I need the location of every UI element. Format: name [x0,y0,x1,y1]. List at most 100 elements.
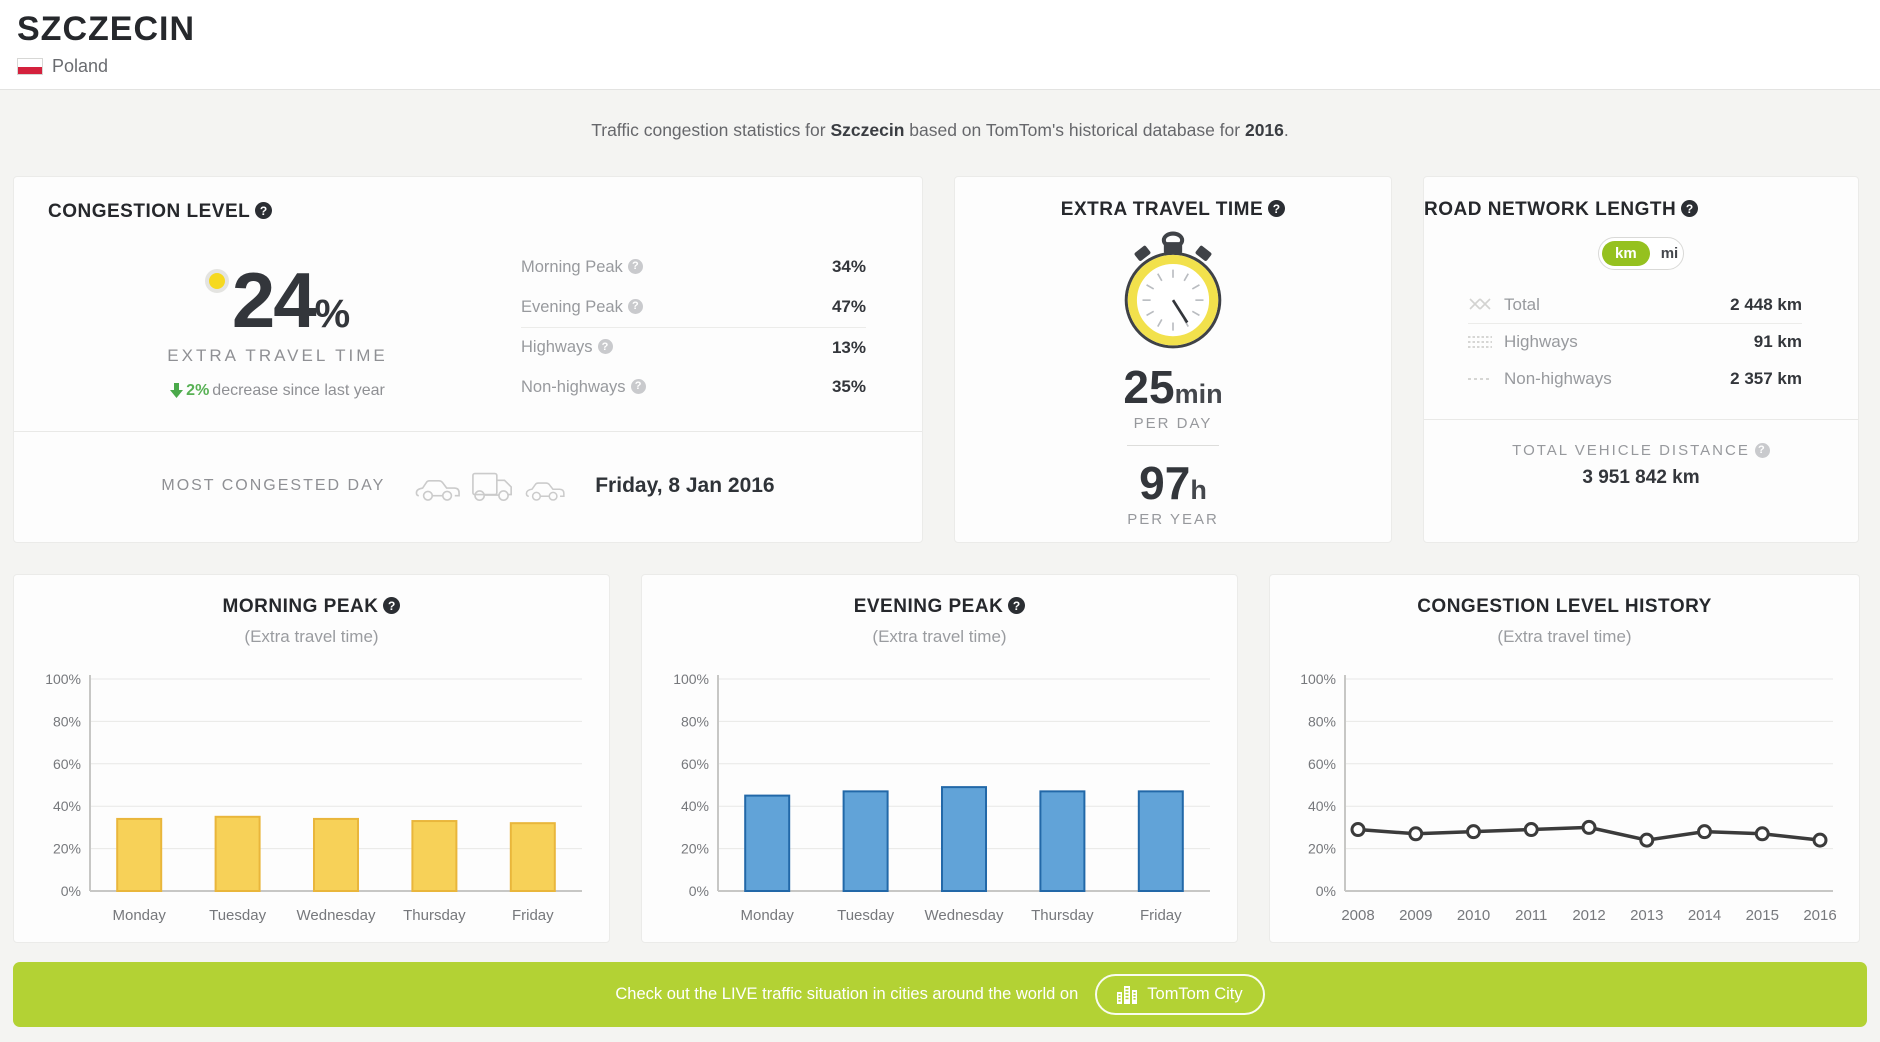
car-icon [415,480,461,501]
subtitle-suffix: . [1283,120,1289,140]
svg-text:2016: 2016 [1803,907,1836,924]
help-icon[interactable]: ? [597,339,613,355]
extra-travel-time-card: EXTRA TRAVEL TIME? [954,176,1392,543]
stat-row-morning-peak: Morning Peak? 34% [521,257,866,276]
help-icon[interactable]: ? [627,298,643,314]
road-network-card: ROAD NETWORK LENGTH? km mi Total 2 448 k… [1423,176,1859,543]
svg-text:80%: 80% [680,713,708,729]
history-chart-card: CONGESTION LEVEL HISTORY (Extra travel t… [1269,574,1860,943]
svg-text:20%: 20% [1307,841,1335,857]
congestion-main-value: 24% [204,255,350,346]
svg-text:2012: 2012 [1572,907,1605,924]
extra-travel-time-label: EXTRA TRAVEL TIME [167,345,388,365]
svg-text:Thursday: Thursday [1031,907,1094,924]
per-year-label: PER YEAR [1127,511,1219,528]
stat-row-highways: Highways? 13% [521,327,866,367]
vehicle-icons [415,470,565,502]
chart-subtitle: (Extra travel time) [244,627,379,646]
svg-text:2015: 2015 [1745,907,1778,924]
stopwatch-icon [1124,231,1222,349]
svg-text:40%: 40% [680,798,708,814]
unit-km-option[interactable]: km [1602,241,1650,266]
live-traffic-banner: Check out the LIVE traffic situation in … [13,962,1867,1027]
history-title: CONGESTION LEVEL HISTORY [1417,596,1712,617]
city-buildings-icon [1117,986,1138,1004]
svg-text:100%: 100% [1300,671,1336,687]
svg-text:2014: 2014 [1687,907,1720,924]
evening-peak-chart: 0% 20% 40% 60% 80% 100% Monday Tuesday Wednesday… [673,671,1210,924]
car-icon [525,482,565,501]
per-day-label: PER DAY [1133,415,1213,432]
svg-text:2009: 2009 [1399,907,1432,924]
svg-text:2011: 2011 [1515,907,1547,924]
tomtom-city-label: TomTom City [1147,985,1243,1003]
svg-text:Monday: Monday [112,907,166,924]
per-year-value: 97h [1139,457,1207,509]
svg-text:Wednesday: Wednesday [296,907,375,924]
chart-subtitle: (Extra travel time) [1497,627,1632,646]
subtitle-city: Szczecin [830,120,905,140]
svg-text:Monday: Monday [740,907,794,924]
help-icon[interactable]: ? [1681,200,1699,218]
svg-text:100%: 100% [45,671,81,687]
svg-text:0%: 0% [60,883,80,899]
tomtom-city-button[interactable]: TomTom City [1095,974,1265,1015]
help-icon[interactable]: ? [1754,442,1770,458]
congestion-stats: Morning Peak? 34% Evening Peak? 47% High… [521,247,866,407]
chart-subtitle: (Extra travel time) [872,627,1007,646]
svg-text:100%: 100% [673,671,709,687]
svg-text:2013: 2013 [1630,907,1663,924]
help-icon[interactable]: ? [255,202,273,220]
svg-text:Friday: Friday [511,907,553,924]
help-icon[interactable]: ? [1008,597,1026,615]
trend-text: decrease since last year [212,381,385,399]
help-icon[interactable]: ? [630,378,646,394]
svg-text:40%: 40% [1307,798,1335,814]
stat-row-evening-peak: Evening Peak? 47% [521,297,866,316]
help-icon[interactable]: ? [383,597,401,615]
subtitle-middle: based on TomTom's historical database fo… [904,120,1245,140]
page-title: SZCZECIN [17,10,195,48]
total-vehicle-distance-value: 3 951 842 km [1582,467,1700,488]
svg-text:2008: 2008 [1341,907,1374,924]
svg-text:0%: 0% [688,883,708,899]
svg-text:20%: 20% [680,841,708,857]
poland-flag-icon [17,58,43,75]
most-congested-day-value: Friday, 8 Jan 2016 [595,474,775,497]
svg-text:Thursday: Thursday [403,907,466,924]
trend-value: 2% [186,381,210,399]
svg-text:Tuesday: Tuesday [209,907,266,924]
total-vehicle-distance-label: TOTAL VEHICLE DISTANCE? [1424,442,1858,459]
truck-icon [472,472,513,501]
morning-peak-chart: 0% 20% 40% 60% 80% 100% Monday Tuesday Wednesday… [45,671,582,924]
road-row-non-highways: Non-highways 2 357 km [1468,360,1802,397]
road-network-title: ROAD NETWORK LENGTH? [1424,199,1858,221]
svg-text:0%: 0% [1315,883,1335,899]
help-icon[interactable]: ? [1268,200,1286,218]
page-header: SZCZECIN Poland [0,0,1880,90]
total-roads-icon [1468,295,1504,315]
road-row-highways: Highways 91 km [1468,323,1802,360]
svg-text:Tuesday: Tuesday [837,907,894,924]
unit-toggle[interactable]: km mi [1598,237,1684,270]
svg-text:80%: 80% [52,713,80,729]
congestion-dot-icon [204,268,229,293]
highways-icon [1468,334,1504,350]
svg-text:2010: 2010 [1456,907,1489,924]
non-highways-icon [1468,371,1504,387]
trend-row: 2% decrease since last year [170,382,385,400]
road-row-total: Total 2 448 km [1468,286,1802,323]
unit-mi-option[interactable]: mi [1660,245,1679,262]
page-subtitle: Traffic congestion statistics for Szczec… [0,90,1880,141]
subtitle-prefix: Traffic congestion statistics for [591,120,831,140]
help-icon[interactable]: ? [627,258,643,274]
svg-text:20%: 20% [52,841,80,857]
subtitle-year: 2016 [1244,120,1284,140]
svg-text:80%: 80% [1307,713,1335,729]
svg-text:40%: 40% [52,798,80,814]
svg-text:60%: 60% [680,756,708,772]
evening-peak-title: EVENING PEAK? [642,596,1237,618]
svg-text:Wednesday: Wednesday [924,907,1003,924]
evening-peak-chart-card: EVENING PEAK? (Extra travel time) 0% 20% 4… [641,574,1238,943]
